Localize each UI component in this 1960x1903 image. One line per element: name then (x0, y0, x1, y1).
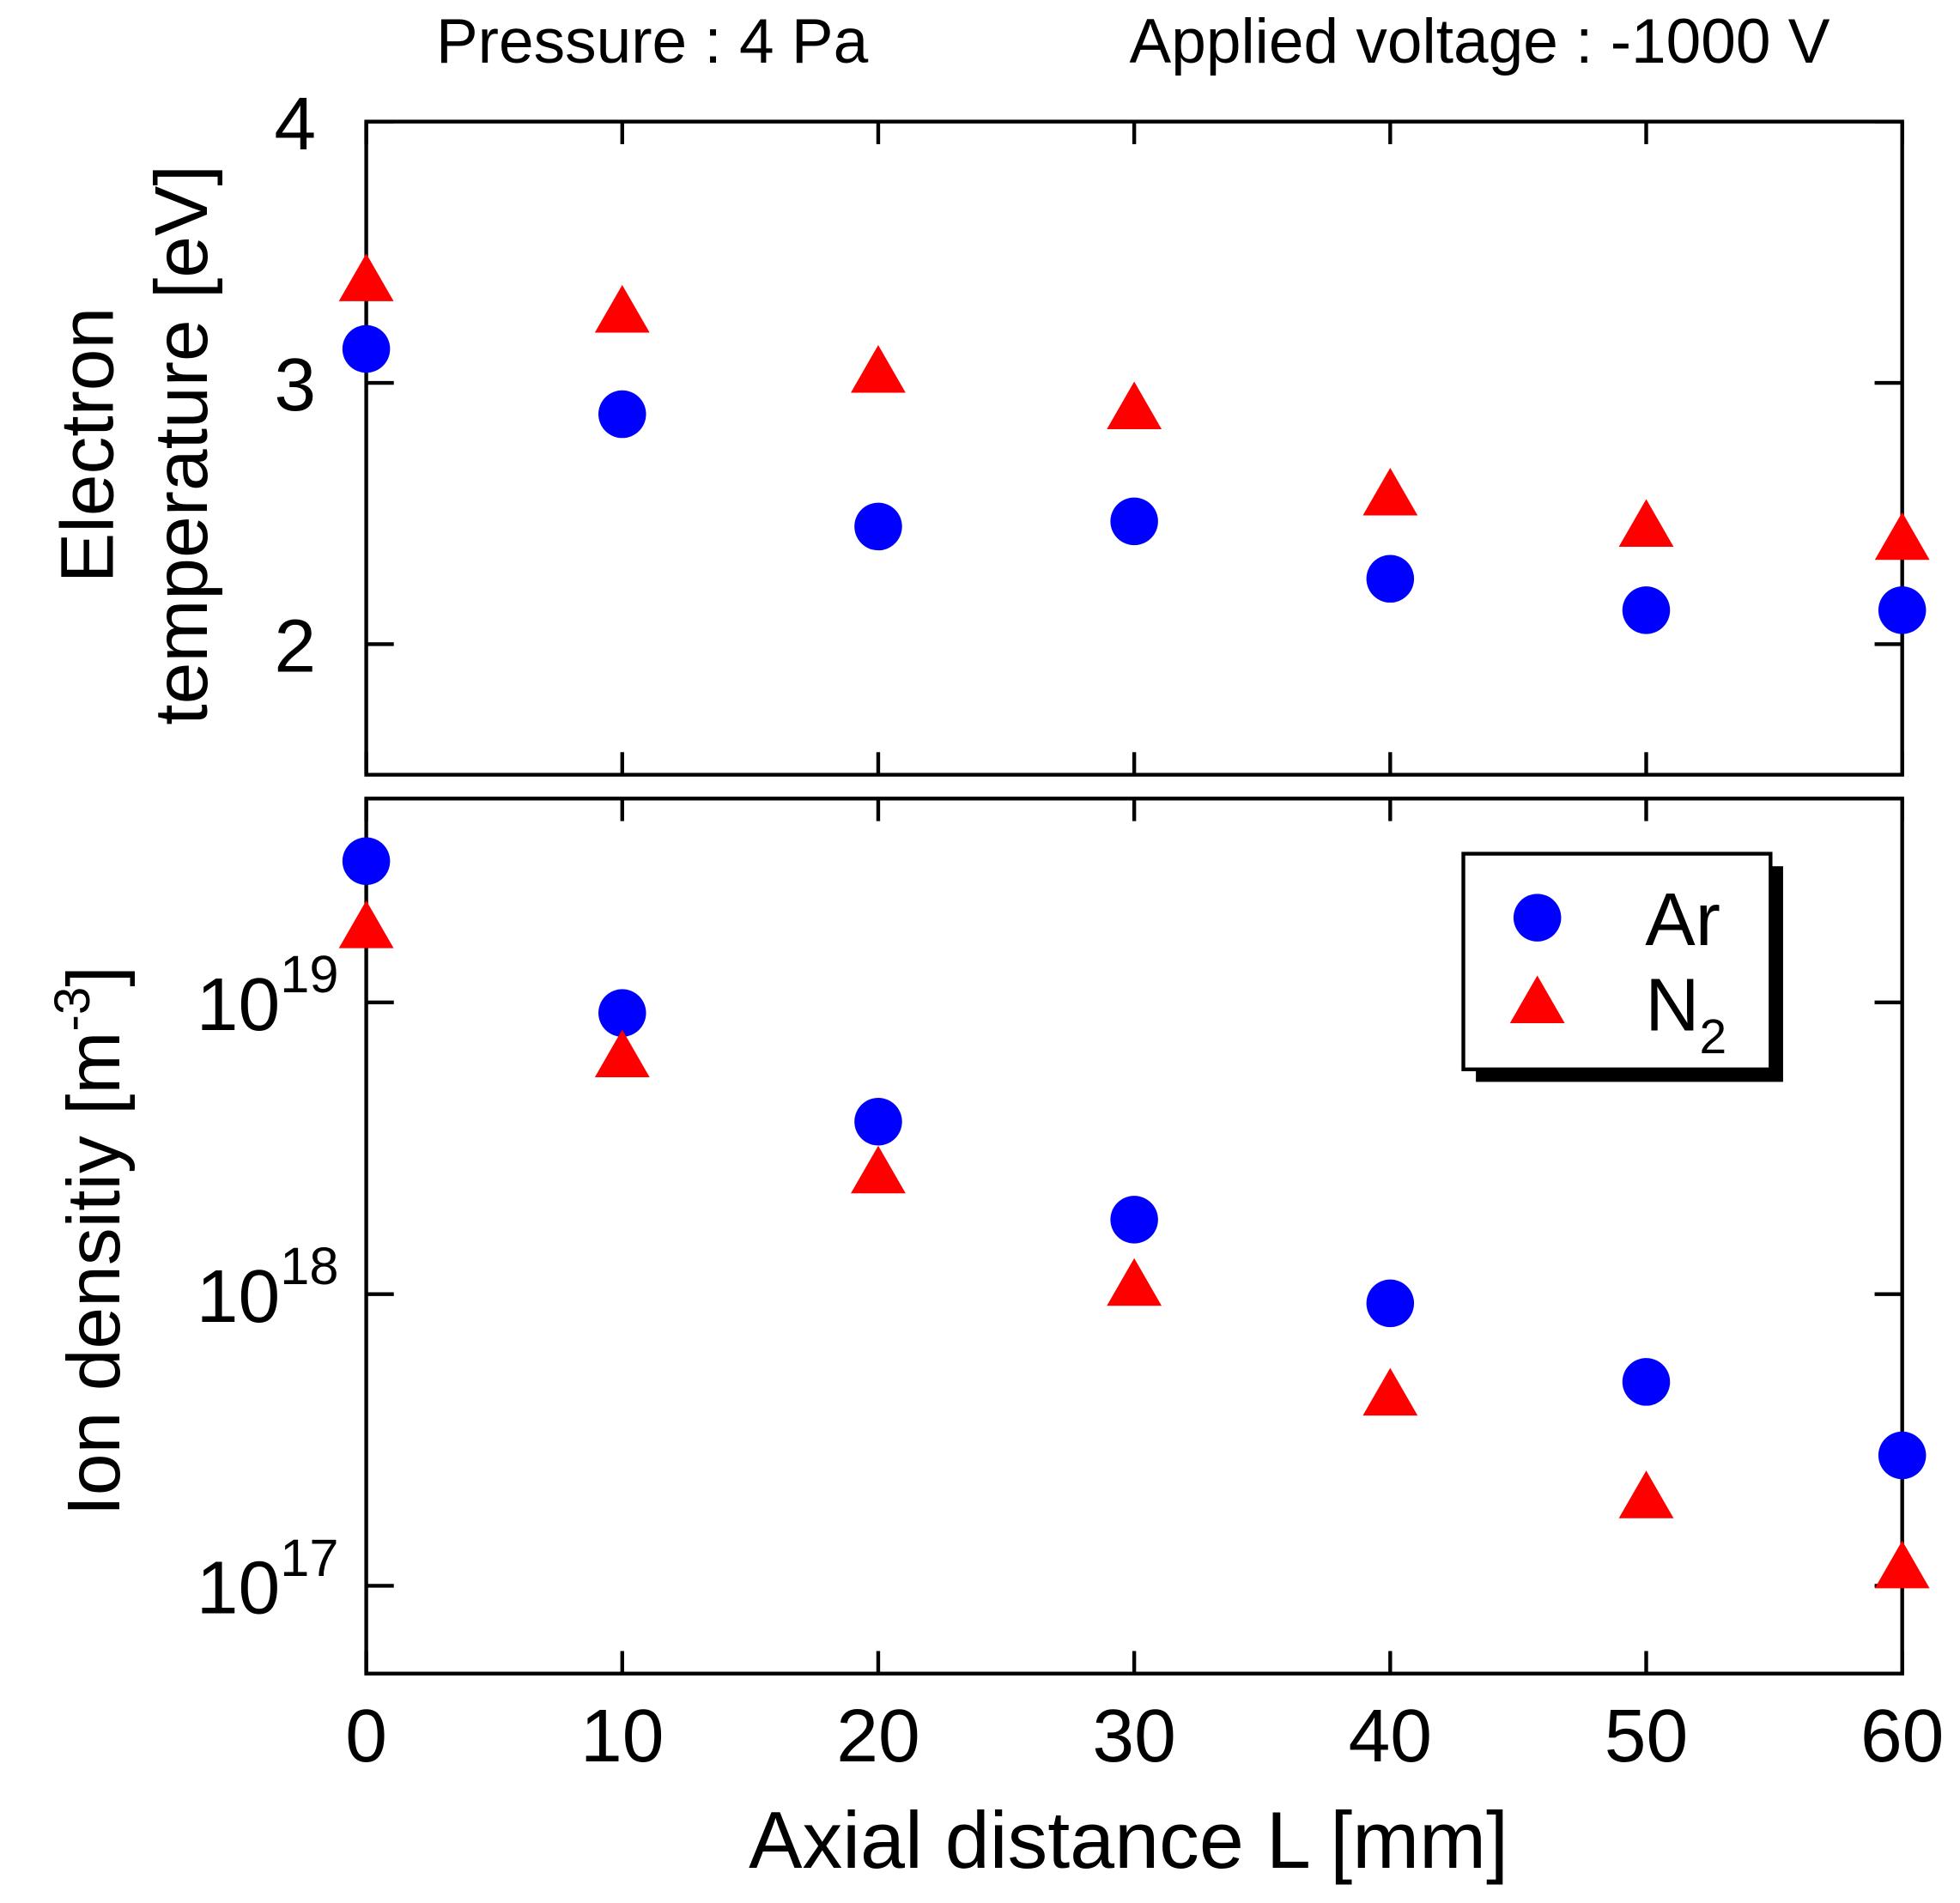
y-tick-label-sup: 17 (280, 1528, 338, 1587)
y-axis-label: Electron (46, 307, 130, 583)
marker (1362, 467, 1418, 516)
marker (598, 390, 646, 439)
y-axis-label-end: ] (52, 966, 136, 986)
marker (594, 1029, 650, 1077)
legend-label-sub: 2 (1700, 1009, 1727, 1064)
marker (1366, 555, 1415, 603)
legend-marker (1513, 894, 1562, 942)
marker (342, 324, 391, 373)
annotation: Pressure : 4 Pa (436, 7, 869, 76)
x-tick-label: 40 (1349, 1694, 1432, 1778)
legend-item (1509, 975, 1565, 1023)
y-tick-label: 1019 (197, 944, 339, 1046)
y-tick-label: 4 (274, 82, 316, 166)
x-axis-label: Axial distance L [mm] (749, 1795, 1508, 1885)
marker (1878, 1431, 1927, 1480)
marker (338, 900, 394, 948)
marker (1107, 1258, 1162, 1306)
legend-label-main: Ar (1645, 877, 1720, 961)
y-axis-label-sup: -3 (45, 987, 100, 1032)
marker (851, 1145, 906, 1194)
legend-label-main: N (1645, 963, 1699, 1047)
marker (1110, 497, 1158, 546)
y-tick-label: 1018 (197, 1236, 339, 1338)
marker (1878, 586, 1927, 634)
y-tick-label: 2 (274, 604, 316, 688)
x-tick-label: 20 (836, 1694, 919, 1778)
legend-label: N2 (1645, 963, 1726, 1064)
marker (1366, 1279, 1415, 1328)
y-tick-label: 1017 (197, 1528, 339, 1630)
plot-frame (364, 119, 1904, 777)
marker (1618, 499, 1674, 548)
y-tick-label-sup: 19 (280, 944, 338, 1003)
marker (1622, 586, 1671, 634)
marker (1110, 1196, 1158, 1244)
x-tick-label: 50 (1605, 1694, 1688, 1778)
marker (851, 344, 906, 393)
marker (1362, 1367, 1418, 1416)
marker (1874, 1540, 1930, 1589)
legend-label: Ar (1645, 877, 1720, 961)
legend-marker (1509, 975, 1565, 1023)
marker (1874, 512, 1930, 561)
legend-item (1513, 894, 1562, 942)
marker (1107, 381, 1162, 430)
marker (598, 989, 646, 1037)
marker (594, 284, 650, 333)
marker (342, 837, 391, 886)
y-axis-label-text: Ion densitiy [m (52, 1032, 136, 1517)
marker (854, 1098, 902, 1146)
x-tick-label: 10 (580, 1694, 664, 1778)
x-tick-label: 60 (1860, 1694, 1944, 1778)
legend (1461, 852, 1773, 1071)
annotation: Applied voltage : -1000 V (1130, 7, 1830, 76)
y-tick-label-base: 10 (197, 1254, 280, 1338)
y-tick-label-sup: 18 (280, 1236, 338, 1295)
x-tick-label: 30 (1092, 1694, 1175, 1778)
marker (1622, 1358, 1671, 1406)
y-tick-label-base: 10 (197, 1546, 280, 1630)
y-tick-label: 3 (274, 342, 316, 427)
marker (854, 502, 902, 551)
y-axis-label: Ion densitiy [m-3] (45, 966, 136, 1516)
x-tick-label: 0 (345, 1694, 387, 1778)
y-axis-label: temperature [eV] (139, 165, 223, 725)
marker (1618, 1470, 1674, 1518)
y-tick-label-base: 10 (197, 962, 280, 1046)
marker (338, 253, 394, 301)
